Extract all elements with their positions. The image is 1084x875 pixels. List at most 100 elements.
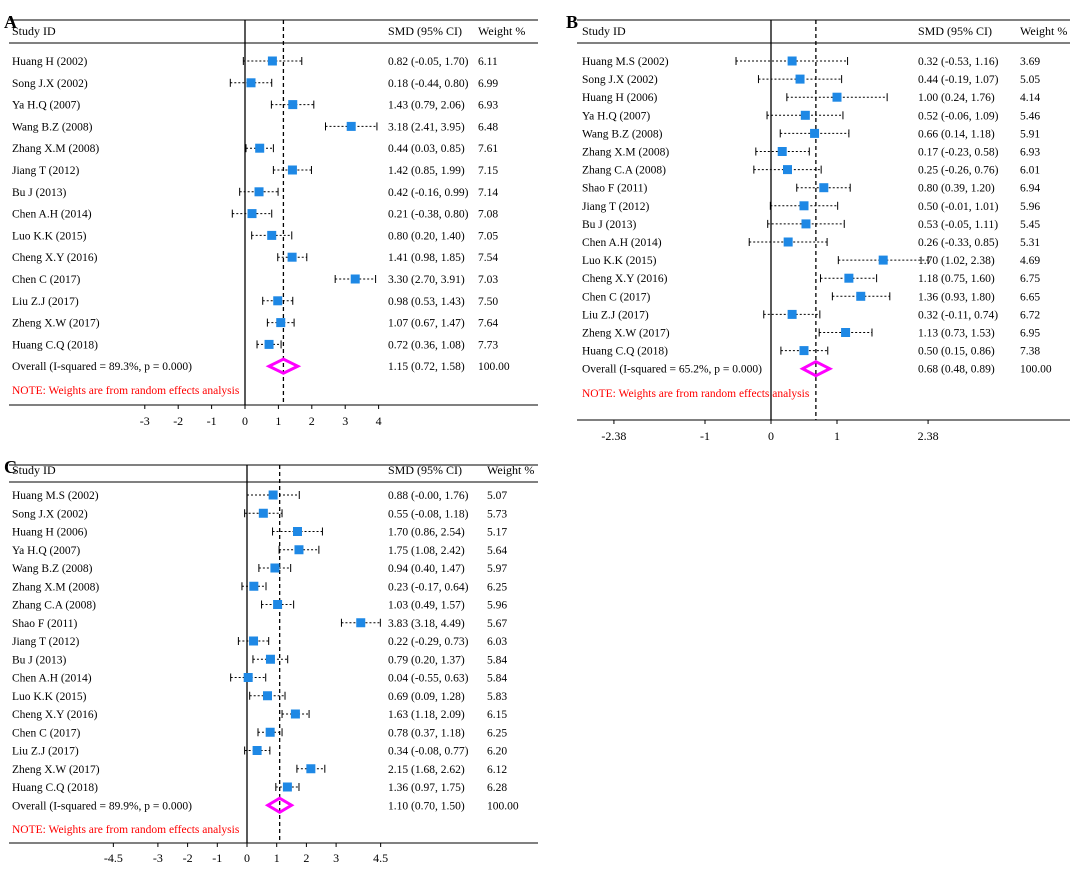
weight-value: 7.54: [478, 252, 498, 264]
smd-ci-value: 3.83 (3.18, 4.49): [388, 618, 465, 630]
study-label: Zhang X.M (2008): [582, 147, 669, 159]
effect-square: [273, 600, 283, 609]
effect-square: [783, 237, 793, 247]
weight-value: 5.17: [487, 527, 507, 539]
header-weight: Weight %: [478, 24, 525, 38]
effect-square: [801, 219, 811, 229]
header-weight: Weight %: [487, 463, 534, 477]
weight-value: 6.72: [1020, 309, 1040, 321]
effect-square: [252, 746, 262, 755]
study-label: Luo K.K (2015): [582, 255, 657, 267]
study-label: Zheng X.W (2017): [12, 764, 100, 776]
effect-square: [350, 274, 360, 284]
effect-square: [267, 56, 277, 66]
study-row: Luo K.K (2015) 0.69 (0.09, 1.28) 5.83: [12, 691, 507, 703]
study-row: Chen A.H (2014) 0.21 (-0.38, 0.80) 7.08: [12, 209, 498, 221]
smd-ci-value: 1.42 (0.85, 1.99): [388, 165, 465, 177]
weight-value: 6.48: [478, 121, 498, 133]
x-tick-label: 2: [309, 414, 315, 428]
effect-square: [292, 527, 302, 536]
study-row: Zhang X.M (2008) 0.17 (-0.23, 0.58) 6.93: [582, 147, 1040, 159]
weights-note: NOTE: Weights are from random effects an…: [12, 824, 240, 836]
smd-ci-value: 1.70 (1.02, 2.38): [918, 255, 995, 267]
smd-ci-value: 0.78 (0.37, 1.18): [388, 727, 465, 739]
smd-ci-value: 0.55 (-0.08, 1.18): [388, 508, 469, 520]
smd-ci-value: 0.22 (-0.29, 0.73): [388, 636, 469, 648]
study-label: Chen C (2017): [12, 727, 81, 739]
effect-square: [787, 56, 797, 66]
effect-square: [264, 339, 274, 349]
study-label: Huang H (2002): [12, 56, 88, 68]
overall-smd-ci: 0.68 (0.48, 0.89): [918, 364, 995, 376]
study-row: Huang C.Q (2018) 0.72 (0.36, 1.08) 7.73: [12, 339, 498, 351]
smd-ci-value: 0.50 (0.15, 0.86): [918, 346, 995, 358]
study-row: Zhang X.M (2008) 0.23 (-0.17, 0.64) 6.25: [12, 581, 507, 593]
weight-value: 6.01: [1020, 165, 1040, 177]
study-label: Chen A.H (2014): [12, 673, 92, 685]
effect-square: [346, 121, 356, 131]
header-smd-ci: SMD (95% CI): [388, 24, 462, 38]
effect-square: [265, 727, 275, 737]
study-row: Huang C.Q (2018) 0.50 (0.15, 0.86) 7.38: [582, 346, 1040, 358]
study-label: Chen C (2017): [12, 274, 81, 286]
header-weight: Weight %: [1020, 24, 1067, 38]
overall-smd-ci: 1.15 (0.72, 1.58): [388, 361, 465, 373]
effect-square: [832, 92, 842, 102]
x-tick-label: -3: [153, 851, 163, 865]
effect-square: [247, 209, 257, 219]
weight-value: 7.03: [478, 274, 498, 286]
study-label: Chen C (2017): [582, 291, 651, 303]
x-tick-label: 0: [768, 429, 774, 443]
weight-value: 6.93: [478, 100, 498, 112]
overall-row: Overall (I-squared = 89.3%, p = 0.000) 1.…: [12, 357, 510, 375]
study-row: Bu J (2013) 0.79 (0.20, 1.37) 5.84: [12, 654, 507, 666]
x-tick-label: -4.5: [104, 851, 123, 865]
overall-diamond: [799, 360, 834, 378]
effect-square: [787, 309, 797, 319]
study-label: Luo K.K (2015): [12, 230, 87, 242]
weight-value: 5.84: [487, 654, 507, 666]
smd-ci-value: 1.70 (0.86, 2.54): [388, 527, 465, 539]
effect-square: [800, 110, 810, 120]
study-row: Wang B.Z (2008) 3.18 (2.41, 3.95) 6.48: [12, 121, 498, 133]
weight-value: 5.96: [487, 600, 507, 612]
effect-square: [287, 165, 297, 175]
study-row: Song J.X (2002) 0.55 (-0.08, 1.18) 5.73: [12, 508, 507, 520]
study-label: Huang H (2006): [12, 527, 88, 539]
study-row: Luo K.K (2015) 0.80 (0.20, 1.40) 7.05: [12, 230, 498, 242]
study-row: Bu J (2013) 0.42 (-0.16, 0.99) 7.14: [12, 187, 498, 199]
effect-square: [799, 201, 809, 211]
effect-square: [273, 296, 283, 306]
x-tick-label: 4.5: [373, 851, 388, 865]
effect-square: [268, 490, 278, 500]
smd-ci-value: 0.26 (-0.33, 0.85): [918, 237, 999, 249]
study-label: Wang B.Z (2008): [12, 121, 93, 133]
overall-label: Overall (I-squared = 89.9%, p = 0.000): [12, 800, 192, 812]
smd-ci-value: 1.03 (0.49, 1.57): [388, 600, 465, 612]
study-label: Liu Z.J (2017): [12, 746, 79, 758]
weight-value: 6.03: [487, 636, 507, 648]
effect-square: [255, 143, 265, 153]
weight-value: 7.05: [478, 230, 498, 242]
study-label: Zhang C.A (2008): [12, 600, 96, 612]
smd-ci-value: 0.80 (0.39, 1.20): [918, 183, 995, 195]
effect-square: [249, 581, 259, 591]
study-label: Bu J (2013): [12, 654, 66, 666]
x-tick-label: -1: [207, 414, 217, 428]
study-row: Shao F (2011) 0.80 (0.39, 1.20) 6.94: [582, 183, 1040, 195]
weight-value: 5.64: [487, 545, 507, 557]
study-label: Liu Z.J (2017): [582, 309, 649, 321]
weight-value: 3.69: [1020, 56, 1040, 68]
weight-value: 5.07: [487, 490, 507, 502]
effect-square: [287, 252, 297, 262]
x-tick-label: -2: [173, 414, 183, 428]
study-label: Huang C.Q (2018): [582, 346, 668, 358]
smd-ci-value: 0.69 (0.09, 1.28): [388, 691, 465, 703]
study-label: Chen A.H (2014): [12, 209, 92, 221]
overall-weight: 100.00: [1020, 364, 1052, 376]
weight-value: 6.25: [487, 727, 507, 739]
study-row: Zhang C.A (2008) 1.03 (0.49, 1.57) 5.96: [12, 600, 507, 612]
header-study-id: Study ID: [582, 24, 626, 38]
overall-row: Overall (I-squared = 89.9%, p = 0.000) 1.…: [12, 796, 519, 814]
smd-ci-value: 0.17 (-0.23, 0.58): [918, 147, 999, 159]
